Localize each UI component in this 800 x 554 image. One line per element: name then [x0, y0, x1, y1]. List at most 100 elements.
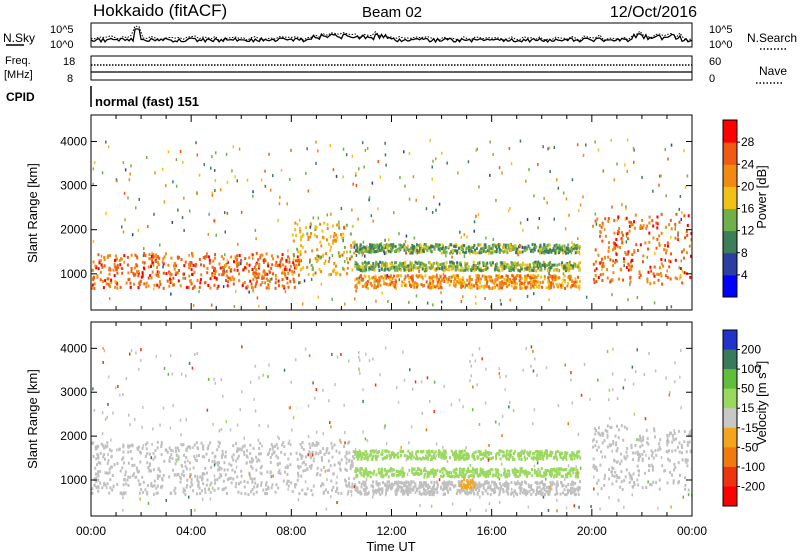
power-cell	[578, 268, 581, 272]
power-cell	[549, 275, 552, 278]
ground-scatter-cell	[502, 483, 505, 487]
ground-scatter-cell	[366, 492, 368, 496]
power-scatter-cell	[122, 230, 125, 234]
ground-scatter-cell	[240, 469, 243, 473]
ground-scatter-cell	[95, 480, 98, 484]
velocity-cell	[363, 471, 365, 475]
velocity-cell	[455, 474, 458, 478]
power-scatter-cell	[108, 145, 110, 149]
ground-scatter-cell	[112, 484, 115, 488]
power-cell	[193, 270, 196, 274]
ground-scatter-cell	[139, 460, 142, 464]
power-cell	[476, 251, 479, 255]
ground-scatter-cell	[277, 486, 280, 490]
power-cell	[483, 277, 486, 281]
power-scatter-cell	[92, 182, 94, 186]
power-cell	[504, 248, 507, 252]
ground-scatter-cell	[183, 474, 185, 478]
ground-scatter-cell	[297, 474, 300, 478]
power-cell	[529, 279, 532, 283]
power-cell	[174, 271, 177, 275]
velocity-cell	[366, 472, 368, 476]
ground-scatter-cell	[390, 482, 393, 486]
power-scatter-cell	[679, 273, 682, 277]
power-cell	[313, 233, 316, 237]
ground-scatter-cell	[643, 471, 646, 475]
ground-scatter-cell	[403, 481, 406, 485]
ground-scatter-cell	[638, 438, 641, 442]
power-scatter-cell	[338, 220, 340, 224]
power-cell	[564, 249, 567, 253]
ground-scatter-cell	[425, 492, 428, 496]
velocity-cell	[447, 473, 450, 477]
power-cell	[620, 231, 623, 235]
velocity-cell	[380, 474, 383, 478]
power-cell	[577, 275, 580, 279]
power-cell	[416, 282, 418, 286]
ground-scatter-cell	[337, 461, 340, 465]
velocity-cell	[534, 471, 536, 475]
power-cell	[293, 270, 296, 274]
ground-scatter-cell	[443, 485, 446, 489]
power-scatter-cell	[342, 175, 344, 179]
power-cell	[287, 271, 290, 275]
power-cell	[485, 277, 488, 281]
power-scatter-cell	[375, 299, 377, 303]
power-scatter-cell	[438, 202, 441, 206]
power-cell	[192, 263, 195, 267]
power-cell	[604, 234, 607, 238]
power-cell	[254, 271, 257, 275]
power-cell	[384, 282, 387, 286]
velocity-cell	[431, 471, 433, 475]
power-cell	[417, 275, 420, 279]
ground-scatter-cell	[422, 487, 425, 491]
power-scatter-cell	[152, 263, 155, 267]
power-cell	[220, 255, 223, 259]
ground-scatter-cell	[623, 425, 626, 429]
ground-scatter-cell	[309, 454, 312, 458]
velocity-cell	[508, 474, 511, 478]
power-cell	[638, 272, 641, 276]
power-scatter-cell	[432, 303, 434, 307]
power-cell	[136, 264, 139, 268]
ground-scatter-cell	[432, 485, 435, 489]
velocity-cell	[372, 472, 375, 476]
velocity-cell	[527, 471, 530, 475]
power-cell	[681, 250, 683, 254]
ground-scatter-cell	[147, 466, 150, 470]
velocity-cell	[496, 451, 499, 455]
power-scatter-cell	[418, 269, 420, 273]
power-scatter-cell	[231, 169, 233, 173]
velocity-cell	[424, 473, 427, 476]
ground-scatter-cell	[189, 461, 192, 465]
power-cell	[575, 250, 578, 254]
ground-scatter-cell	[196, 492, 199, 496]
velocity-cell	[388, 454, 391, 457]
ground-scatter-cell	[278, 461, 281, 465]
ground-scatter-cell	[348, 485, 351, 489]
power-scatter-cell	[549, 170, 551, 174]
velocity-cell	[415, 470, 418, 474]
power-cell	[376, 245, 379, 249]
power-cell	[630, 268, 633, 272]
ground-scatter-cell	[172, 468, 174, 472]
ground-scatter-cell	[424, 484, 427, 488]
velocity-cell	[505, 456, 508, 459]
ground-scatter-cell	[286, 479, 289, 483]
power-cell	[642, 254, 645, 258]
power-cell	[458, 278, 461, 282]
ground-scatter-cell	[146, 441, 149, 445]
power-cell	[119, 263, 122, 267]
power-scatter-cell	[377, 207, 379, 211]
power-cell	[450, 275, 453, 279]
velocity-cell	[439, 450, 441, 454]
velocity-cell	[532, 455, 535, 459]
ground-scatter-cell	[535, 489, 538, 493]
power-cell	[467, 265, 470, 268]
ground-scatter-cell	[228, 462, 231, 466]
power-scatter-cell	[522, 228, 524, 232]
velocity-cell	[569, 474, 572, 478]
ground-scatter-cell	[211, 451, 214, 455]
velocity-cell	[447, 471, 450, 475]
power-cell	[121, 271, 124, 275]
